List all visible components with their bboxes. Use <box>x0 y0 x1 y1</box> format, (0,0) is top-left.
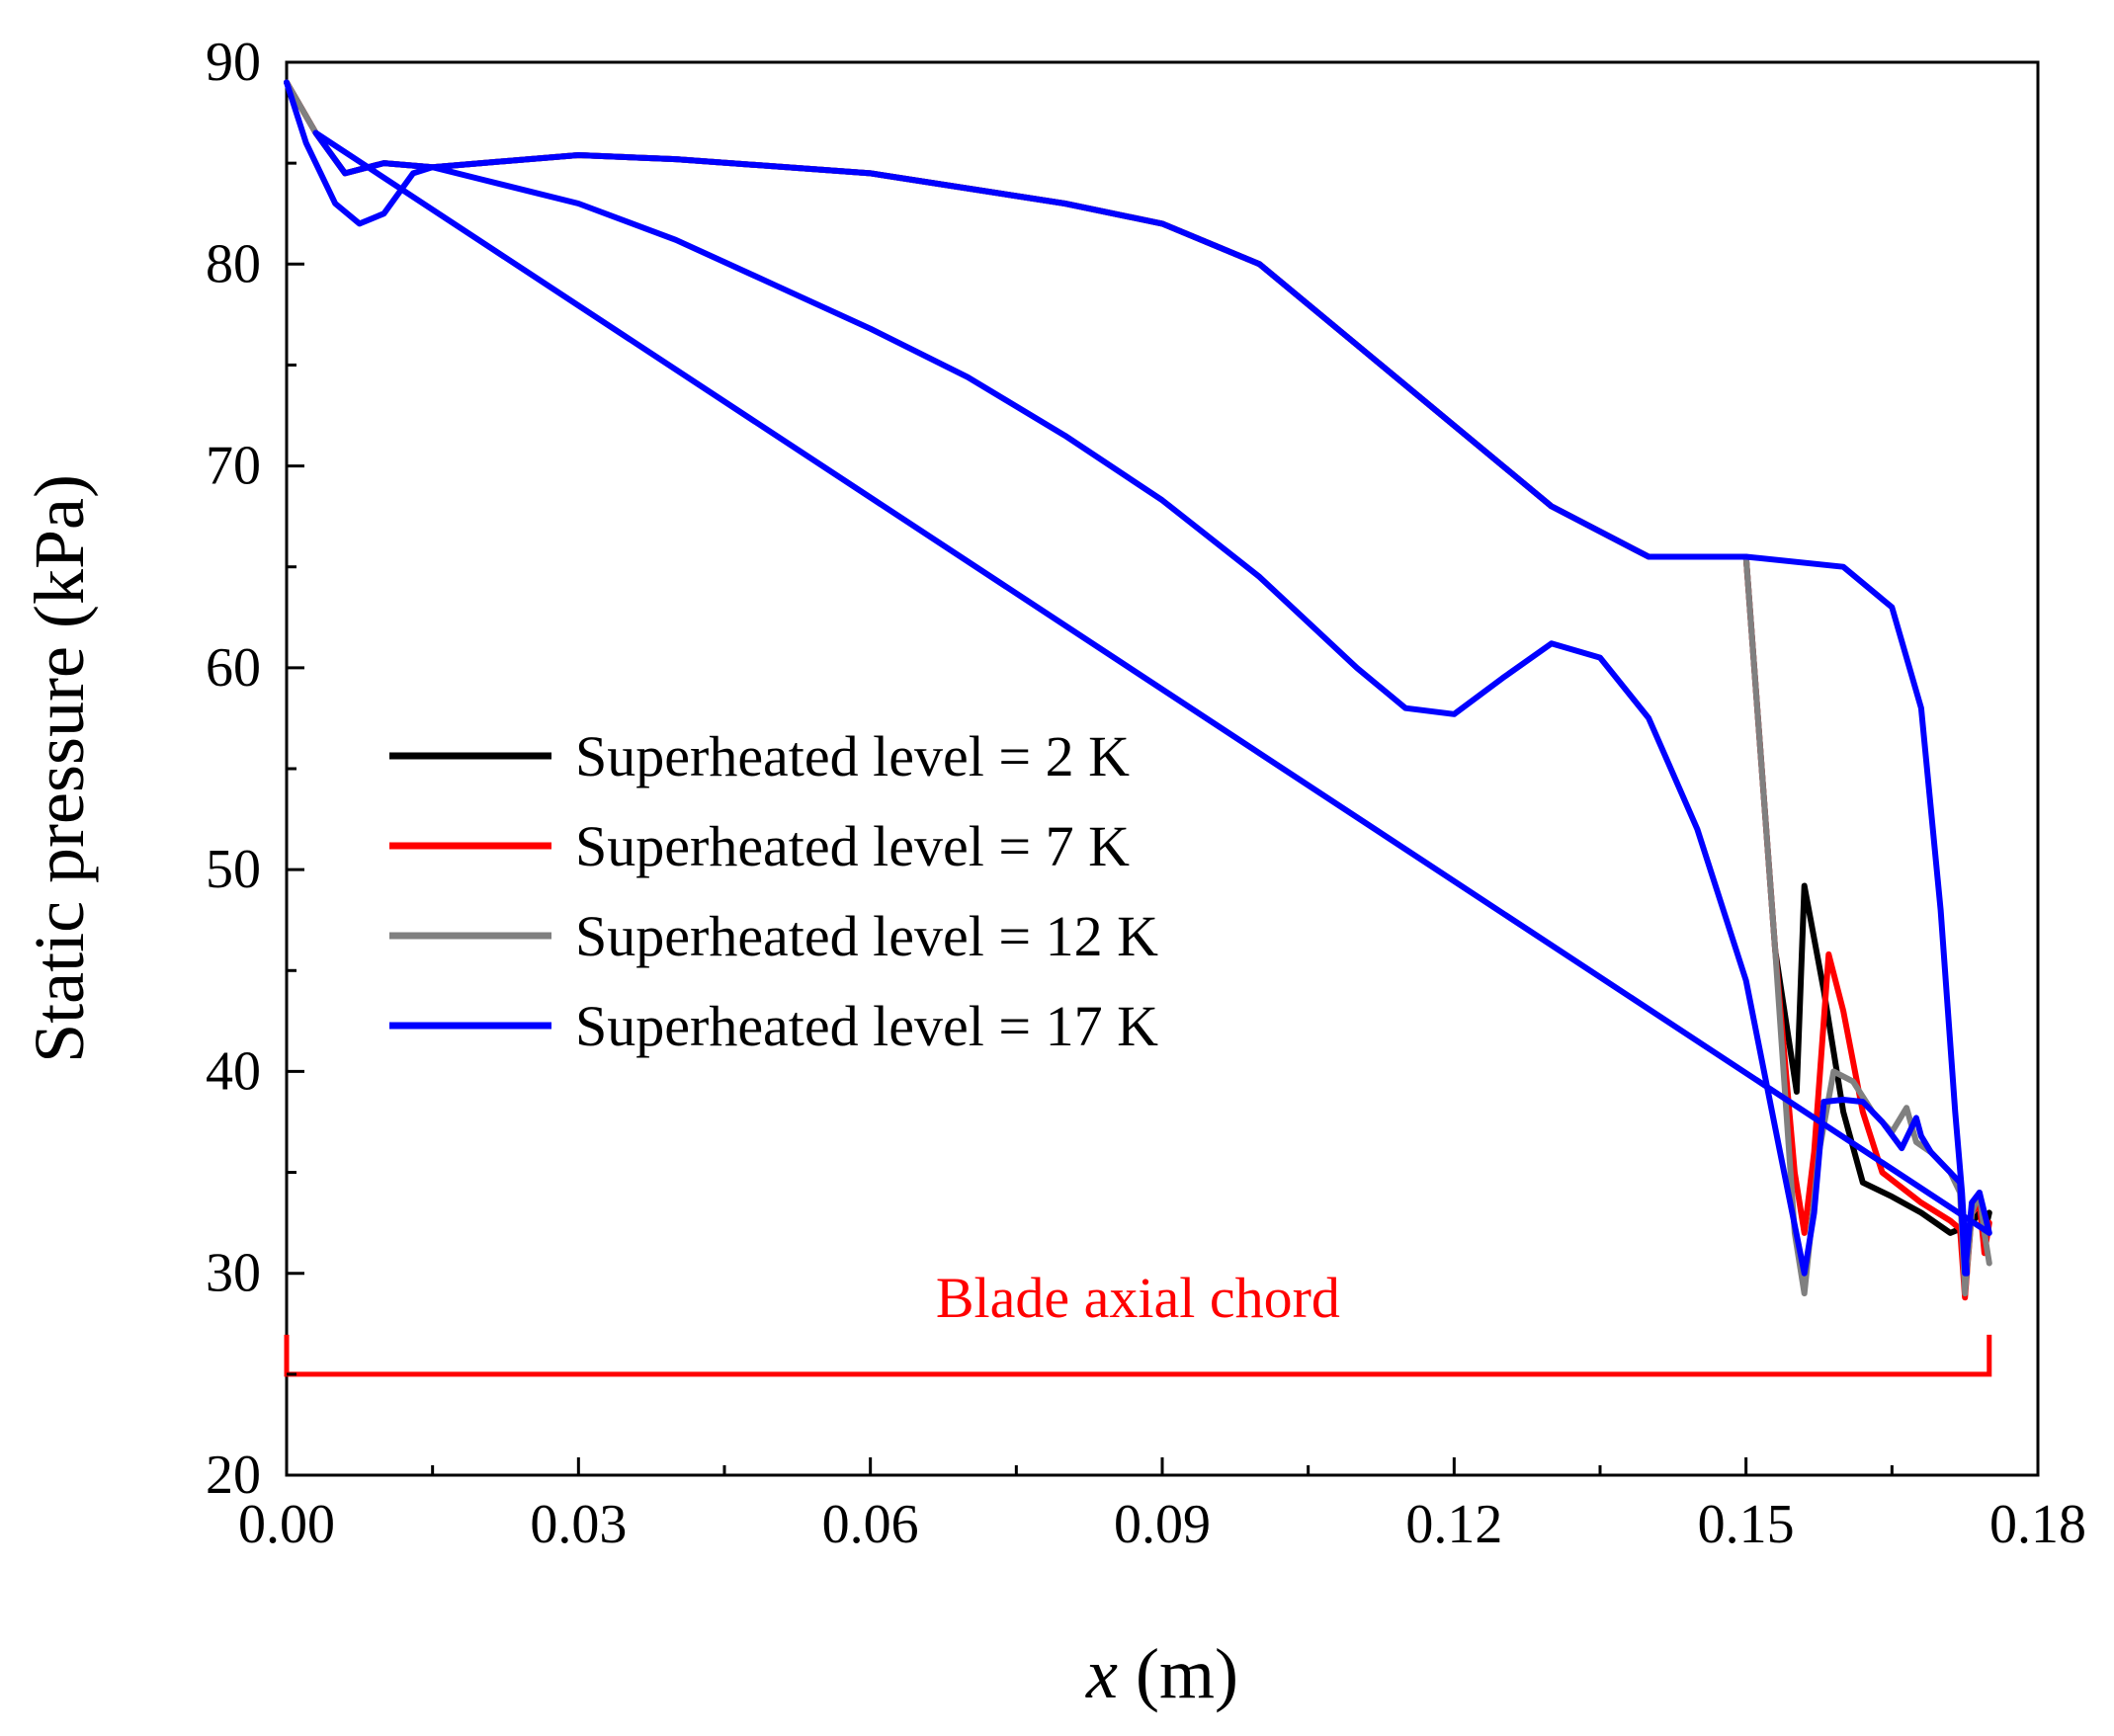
ticks-group: 0.00 0.03 0.06 0.09 0.12 0.15 0.18 20 30 40 50 60 70… <box>206 32 2086 1555</box>
x-tick-label: 0.18 <box>1989 1494 2086 1555</box>
y-tick-label: 50 <box>206 839 261 900</box>
plot-frame-group <box>285 60 2040 1477</box>
y-tick-label: 30 <box>206 1243 261 1304</box>
legend-label-3: Superheated level = 12 K <box>575 904 1158 968</box>
x-tick-label: 0.15 <box>1698 1494 1795 1555</box>
x-axis-unit: (m) <box>1118 1634 1238 1713</box>
series-line-2 <box>284 79 1992 1301</box>
y-tick-label: 90 <box>206 32 261 93</box>
y-tick-label: 20 <box>206 1445 261 1506</box>
y-tick-label: 40 <box>206 1040 261 1102</box>
x-tick-label: 0.00 <box>238 1494 335 1555</box>
series-group <box>284 79 1992 1301</box>
y-tick-label: 70 <box>206 436 261 497</box>
plot-frame <box>285 60 2040 1477</box>
x-tick-label: 0.03 <box>530 1494 627 1555</box>
annotation-group: Blade axial chord <box>284 1266 1992 1377</box>
legend-label-1: Superheated level = 2 K <box>575 724 1130 788</box>
y-axis-title: Static pressure (kPa) <box>20 474 99 1063</box>
legend-label-2: Superheated level = 7 K <box>575 814 1130 878</box>
blade-axial-chord-bracket <box>284 1334 1992 1377</box>
x-axis-variable: x <box>1085 1634 1118 1713</box>
legend-label-4: Superheated level = 17 K <box>575 994 1158 1058</box>
legend: Superheated level = 2 K Superheated level… <box>389 724 1158 1058</box>
y-tick-label: 80 <box>206 233 261 294</box>
series-line-3 <box>284 79 1992 1297</box>
x-axis-title: x (m) <box>1085 1634 1238 1713</box>
series-line-4 <box>284 79 1992 1277</box>
series-line-1 <box>284 79 1992 1236</box>
x-tick-label: 0.06 <box>822 1494 919 1555</box>
x-tick-label: 0.12 <box>1405 1494 1502 1555</box>
x-tick-label: 0.09 <box>1114 1494 1211 1555</box>
blade-axial-chord-label: Blade axial chord <box>936 1266 1340 1330</box>
y-tick-label: 60 <box>206 637 261 699</box>
